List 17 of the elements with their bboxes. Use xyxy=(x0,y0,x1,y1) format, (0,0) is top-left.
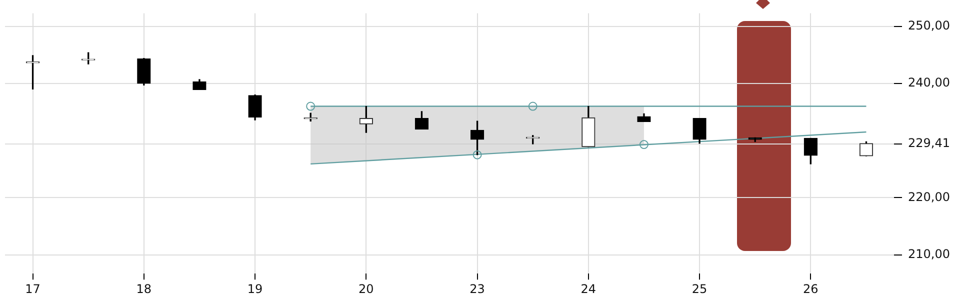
x-tick-label: 19 xyxy=(247,282,263,296)
point xyxy=(306,102,316,111)
y-tick-label: 250,00 xyxy=(908,18,950,32)
point xyxy=(639,140,648,150)
y-tick-label: 229,41 xyxy=(908,136,950,150)
x-tick-label: 26 xyxy=(803,282,818,296)
y-tick-label: 220,00 xyxy=(908,190,950,204)
x-tick-label: 17 xyxy=(25,282,40,296)
y-tick-label: 240,00 xyxy=(908,76,950,90)
point xyxy=(472,150,482,160)
x-tick-label: 24 xyxy=(580,282,596,296)
point xyxy=(528,102,538,111)
x-tick-label: 25 xyxy=(692,282,708,296)
y-tick-label: 210,00 xyxy=(908,246,950,261)
x-tick-label: 18 xyxy=(136,282,152,296)
x-tick-label: 20 xyxy=(358,282,374,296)
x-tick-label: 23 xyxy=(470,282,485,296)
